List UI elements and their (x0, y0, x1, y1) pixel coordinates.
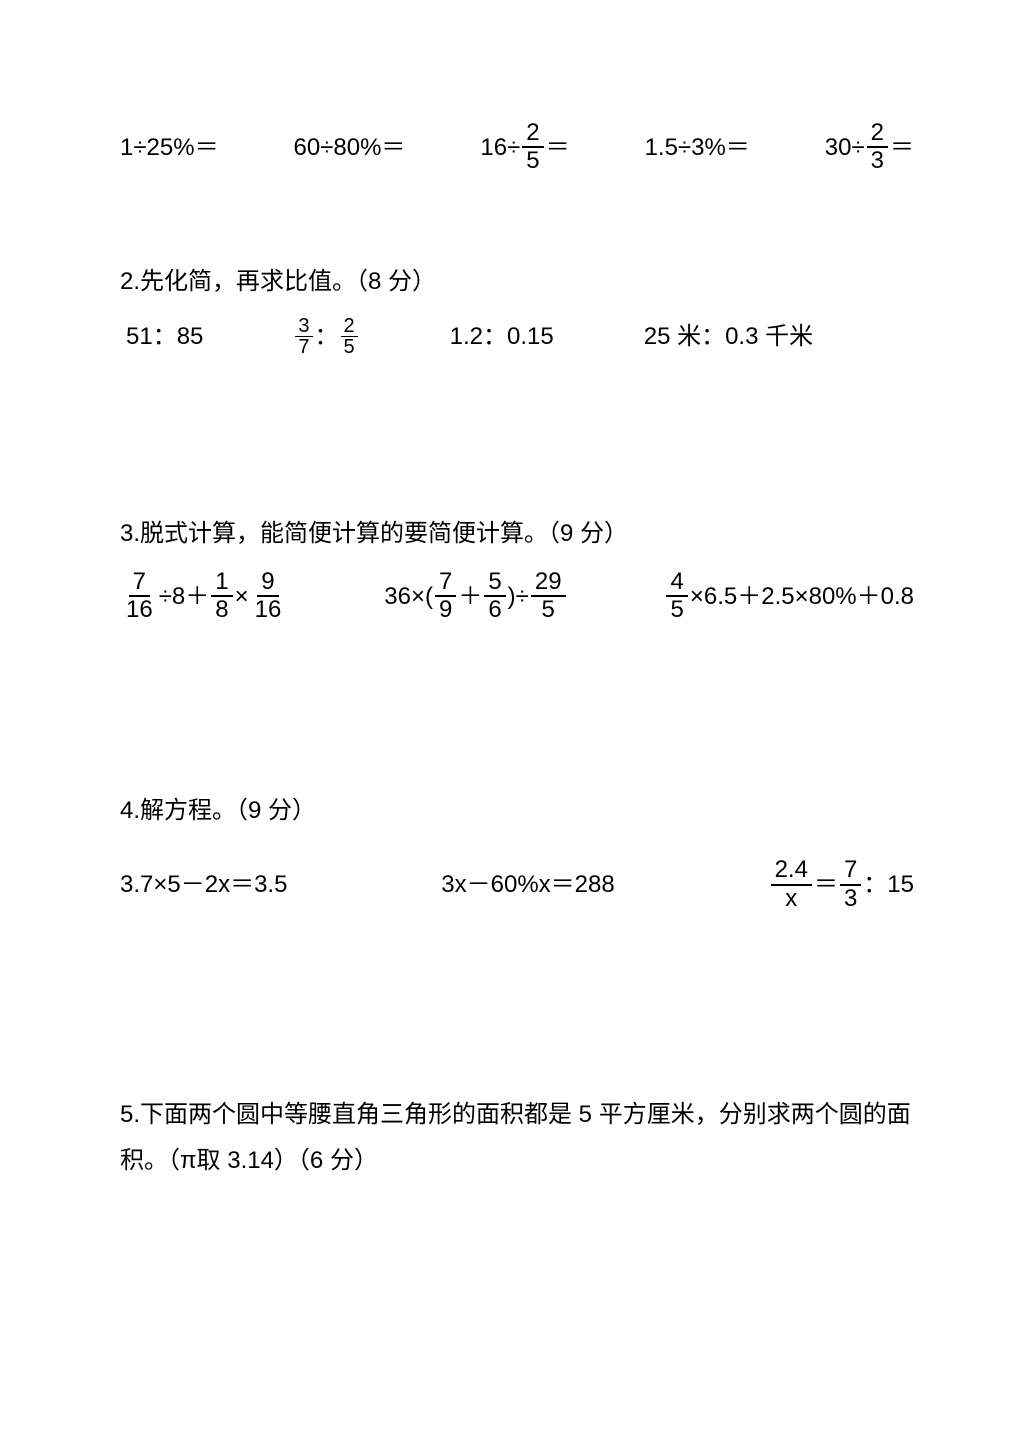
eq: ＝ (546, 131, 570, 165)
text: × (235, 580, 249, 614)
q2-item-1: 51：85 (126, 316, 203, 357)
q1-item-2: 60÷80%＝ (294, 120, 406, 175)
fraction: 25 (341, 316, 358, 357)
q2-item-2: 37：25 (293, 316, 359, 357)
question-4-title: 4.解方程。（9 分） (120, 794, 914, 828)
numerator: 7 (129, 569, 150, 597)
denominator: 8 (211, 597, 232, 623)
numerator: 9 (257, 569, 278, 597)
fraction: 295 (531, 569, 566, 624)
q1-item-2-left: 60÷80% (294, 131, 382, 165)
denominator: 9 (435, 597, 456, 623)
fraction: 73 (840, 857, 861, 912)
denominator: 6 (484, 597, 505, 623)
eq: ＝ (195, 131, 219, 165)
denominator: 16 (251, 597, 286, 623)
text: ：15 (863, 868, 914, 902)
q4-item-1: 3.7×5－2x＝3.5 (120, 857, 287, 912)
fraction: 25 (522, 120, 543, 175)
numerator: 1 (211, 569, 232, 597)
text: )÷ (508, 580, 529, 614)
eq: ＝ (726, 131, 750, 165)
q3-item-2: 36×(79 ＋56 )÷295 (384, 569, 567, 624)
numerator: 3 (295, 316, 312, 337)
q1-item-5-pre: 30÷ (825, 131, 865, 165)
denominator: x (781, 886, 801, 912)
numerator: 7 (435, 569, 456, 597)
numerator: 7 (840, 857, 861, 885)
q3-item-3: 45 ×6.5＋2.5×80%＋0.8 (664, 569, 914, 624)
question-4-items: 3.7×5－2x＝3.5 3x－60%x＝288 2.4x ＝73：15 (120, 857, 914, 912)
question-3-title: 3.脱式计算，能简便计算的要简便计算。（9 分） (120, 517, 914, 551)
numerator: 4 (666, 569, 687, 597)
fraction: 79 (435, 569, 456, 624)
numerator: 2.4 (771, 857, 812, 885)
q3-item-1: 716÷8＋18×916 (120, 569, 287, 624)
q1-item-3: 16÷25＝ (480, 120, 569, 175)
q1-item-5: 30÷23＝ (825, 120, 914, 175)
fraction: 916 (251, 569, 286, 624)
text: ÷8＋ (159, 580, 210, 614)
fraction: 37 (295, 316, 312, 357)
q2-item-3: 1.2：0.15 (450, 316, 554, 357)
denominator: 5 (666, 597, 687, 623)
q4-item-3: 2.4x ＝73：15 (769, 857, 914, 912)
denominator: 3 (840, 886, 861, 912)
numerator: 2 (867, 120, 888, 148)
q2-item-4: 25 米：0.3 千米 (644, 316, 813, 357)
fraction: 2.4x (771, 857, 812, 912)
text: ＋ (458, 580, 482, 614)
text: ×6.5＋2.5×80%＋0.8 (690, 580, 914, 614)
question-2-items: 51：85 37：25 1.2：0.15 25 米：0.3 千米 (120, 316, 914, 357)
numerator: 2 (341, 316, 358, 337)
text: 36×( (384, 580, 433, 614)
q4-item-2: 3x－60%x＝288 (441, 857, 614, 912)
fraction: 18 (211, 569, 232, 624)
denominator: 3 (867, 148, 888, 174)
fraction: 716 (122, 569, 157, 624)
question-1-items: 1÷25%＝ 60÷80%＝ 16÷25＝ 1.5÷3%＝ 30÷23＝ (120, 120, 914, 175)
numerator: 2 (522, 120, 543, 148)
numerator: 29 (531, 569, 566, 597)
question-5-text: 5.下面两个圆中等腰直角三角形的面积都是 5 平方厘米，分别求两个圆的面积。（π… (120, 1092, 914, 1183)
q1-item-1-left: 1÷25% (120, 131, 195, 165)
denominator: 5 (522, 148, 543, 174)
fraction: 23 (867, 120, 888, 175)
denominator: 5 (538, 597, 559, 623)
numerator: 5 (484, 569, 505, 597)
q1-item-1: 1÷25%＝ (120, 120, 219, 175)
question-3-items: 716÷8＋18×916 36×(79 ＋56 )÷295 45 ×6.5＋2.… (120, 569, 914, 624)
eq: ＝ (890, 131, 914, 165)
q1-item-4-left: 1.5÷3% (645, 131, 726, 165)
denominator: 16 (122, 597, 157, 623)
fraction: 56 (484, 569, 505, 624)
denominator: 5 (341, 337, 358, 357)
q1-item-3-pre: 16÷ (480, 131, 520, 165)
q1-item-4: 1.5÷3%＝ (645, 120, 750, 175)
text: ＝ (814, 868, 838, 902)
denominator: 7 (295, 337, 312, 357)
eq: ＝ (381, 131, 405, 165)
fraction: 45 (666, 569, 687, 624)
question-2-title: 2.先化简，再求比值。（8 分） (120, 265, 914, 299)
colon: ： (315, 320, 339, 354)
